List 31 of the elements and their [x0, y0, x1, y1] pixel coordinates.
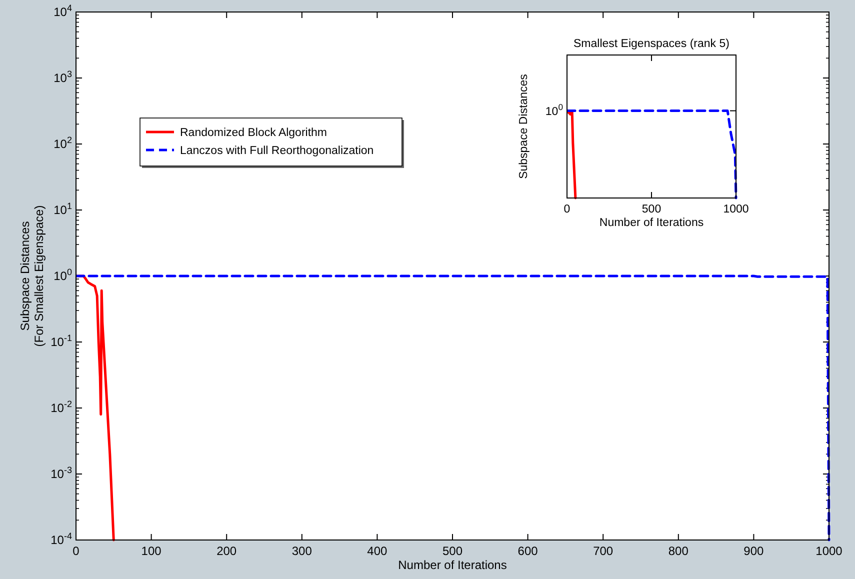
y-tick-label: 10$^{1}$: [54, 201, 72, 218]
x-tick-label: 1000: [723, 204, 749, 216]
chart-title: Smallest Eigenspaces (rank 5): [574, 38, 730, 50]
y-tick-label: 10$^{2}$: [54, 135, 72, 152]
x-tick-label: 500: [442, 544, 463, 558]
y-tick-label: 10$^{4}$: [54, 3, 72, 20]
x-tick-label: 0: [72, 544, 80, 558]
y-tick-label: 10$^{3}$: [54, 69, 72, 86]
x-tick-label: 800: [668, 544, 689, 558]
x-tick-label: 0: [564, 204, 570, 216]
y-tick-label: 10$^{-4}$: [50, 531, 72, 548]
y-tick-label: 10$^{0}$: [54, 267, 72, 284]
x-tick-label: 900: [744, 544, 764, 558]
legend-label: Randomized Block Algorithm: [180, 127, 328, 139]
y-tick-label: 10$^{-3}$: [50, 465, 72, 482]
x-tick-label: 300: [292, 544, 312, 558]
x-tick-label: 700: [593, 544, 614, 558]
x-tick-label: 200: [216, 544, 237, 558]
x-tick-label: 1000: [816, 544, 843, 558]
y-axis-title: Subspace Distances (For Smallest Eigenspace): [18, 205, 46, 347]
x-tick-label: 100: [141, 544, 162, 558]
annotation: 10$^{0}$: [545, 102, 564, 118]
x-tick-label: 500: [642, 204, 662, 216]
y-tick-label: 10$^{-2}$: [50, 399, 72, 416]
x-tick-label: 400: [367, 544, 388, 558]
x-axis-title: Number of Iterations: [398, 558, 507, 572]
x-tick-label: 600: [518, 544, 538, 558]
x-axis-title: Number of Iterations: [599, 217, 704, 229]
y-axis-title: Subspace Distances: [518, 74, 530, 179]
y-tick-label: 10$^{-1}$: [50, 333, 72, 350]
legend-label: Lanczos with Full Reorthogonalization: [180, 145, 374, 157]
